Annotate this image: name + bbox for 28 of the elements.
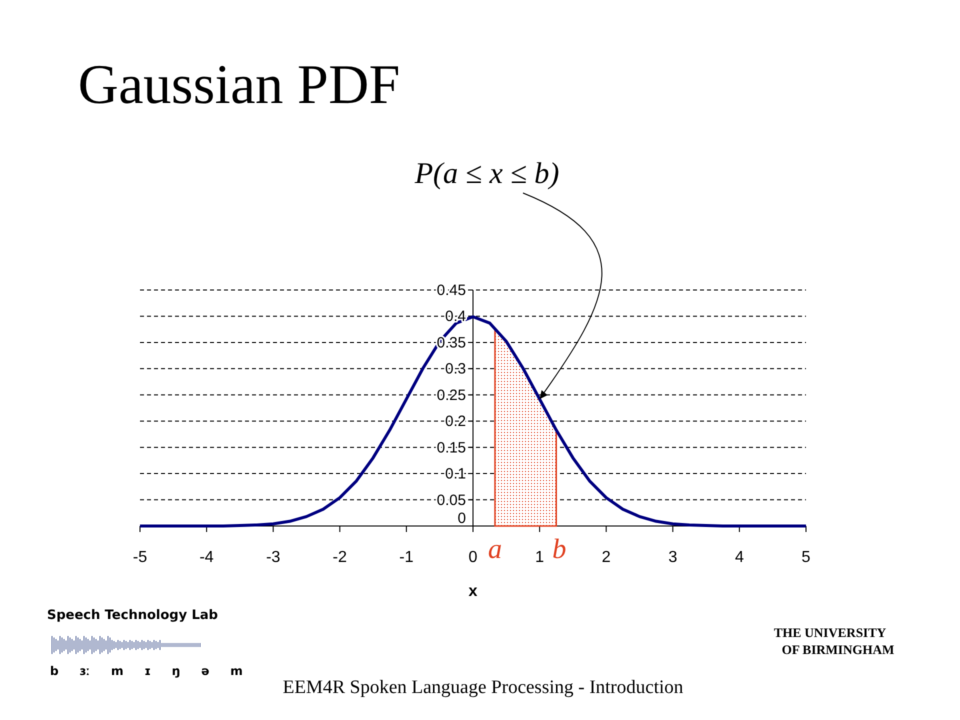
x-tick-label: 2 xyxy=(602,549,611,566)
x-axis-title: x xyxy=(468,583,478,600)
x-tick-label: 1 xyxy=(535,549,544,566)
annotation: a xyxy=(488,534,502,565)
annotation: b xyxy=(552,534,566,565)
y-tick-label: 0.3 xyxy=(445,360,466,378)
y-tick-label: 0.1 xyxy=(445,466,466,483)
annotation: P(a ≤ x ≤ b) xyxy=(414,157,560,190)
x-tick-label: -2 xyxy=(332,549,348,566)
x-tick-label: 0 xyxy=(468,549,478,566)
y-tick-label: 0.05 xyxy=(436,492,466,509)
x-tick-label: -5 xyxy=(132,549,148,566)
y-tick-label: 0 xyxy=(458,510,466,527)
text: Speech Technology Lab xyxy=(47,608,218,623)
text: b ɜː m ɪ ŋ ə m xyxy=(50,664,243,678)
x-tick-label: -3 xyxy=(266,549,280,566)
y-tick-label: 0.2 xyxy=(445,413,466,430)
text: EEM4R Spoken Language Processing - Introduction xyxy=(282,677,684,698)
x-tick-label: -1 xyxy=(399,549,414,566)
y-tick-label: 0.45 xyxy=(436,282,466,299)
x-tick-label: -4 xyxy=(199,549,214,566)
text: THE UNIVERSITY OF BIRMINGHAM xyxy=(774,625,894,657)
y-tick-label: 0.25 xyxy=(436,386,466,404)
x-tick-label: 4 xyxy=(734,549,744,566)
y-tick-label: 0.15 xyxy=(436,439,466,456)
x-tick-label: 3 xyxy=(668,549,678,566)
x-tick-label: 5 xyxy=(802,549,811,566)
chart-title: Gaussian PDF xyxy=(78,54,400,116)
